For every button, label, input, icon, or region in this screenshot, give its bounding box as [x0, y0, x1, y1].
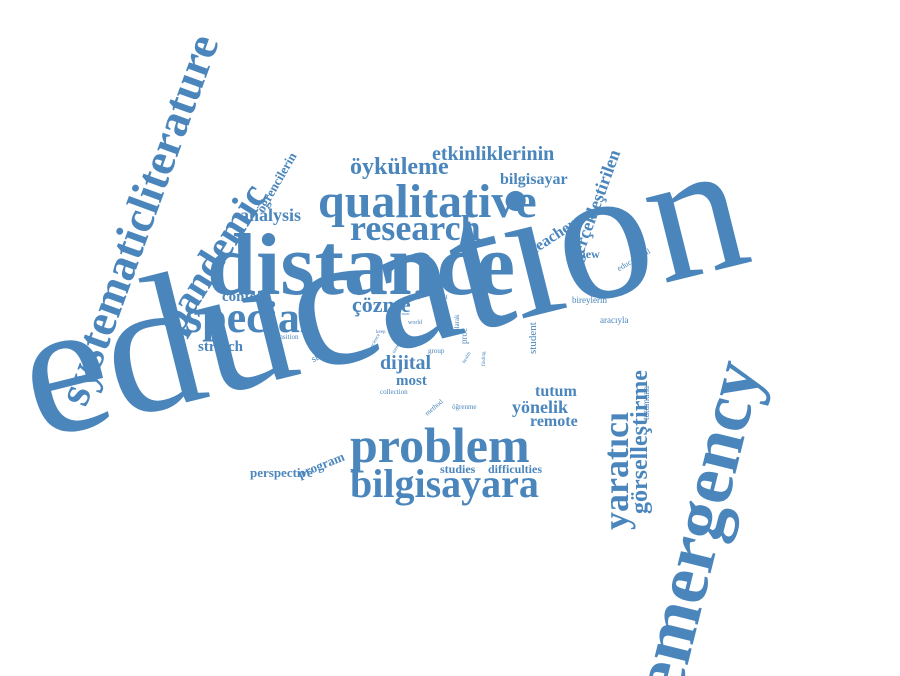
- word-special: special: [185, 293, 313, 342]
- word-student: student: [527, 322, 539, 354]
- word-olarak: olarak: [453, 314, 461, 333]
- word-difficulties: difficulties: [488, 462, 542, 476]
- word-qualitative: qualitative: [318, 175, 537, 228]
- word-etkinliklerinin: etkinliklerinin: [432, 143, 555, 165]
- word-remote: remote: [530, 413, 578, 430]
- word-oykuleme: öyküleme: [350, 154, 449, 180]
- word-distance: distance: [207, 217, 515, 314]
- word-perspective: perspective: [250, 465, 313, 480]
- word-araciyla: aracıyla: [600, 315, 629, 325]
- word-review: review: [566, 247, 600, 261]
- word-analysis: analysis: [240, 205, 302, 225]
- word-keep: keep: [376, 330, 386, 335]
- word-family: family: [408, 296, 422, 301]
- word-bireylerin: bireylerin: [572, 295, 607, 305]
- word-cozme: çözme: [352, 292, 411, 317]
- word-problem: problem: [350, 417, 530, 473]
- word-method: method: [423, 397, 445, 418]
- word-stratch: stratch: [198, 339, 243, 355]
- word-ogrenme: öğrenme: [452, 403, 477, 411]
- word-proc: proc: [459, 328, 469, 344]
- word-mean-most: mean most: [392, 311, 410, 316]
- word-yonelik: yönelik: [512, 397, 569, 417]
- word-content: content: [222, 289, 270, 305]
- word-tutum: tutum: [535, 383, 577, 400]
- word-dijital: dijital: [380, 352, 432, 374]
- word-transition: transition: [272, 333, 299, 341]
- word-collection: collection: [380, 388, 408, 396]
- word-group: group: [428, 347, 445, 355]
- word-tutumuna: tutumuna: [641, 386, 651, 420]
- word-research: research: [350, 208, 481, 248]
- word-bilgisayar: bilgisayar: [500, 171, 568, 188]
- word-studies: studies: [440, 462, 476, 476]
- word-result: result: [432, 293, 448, 301]
- word-finding: finding: [482, 351, 487, 366]
- word-bilgisayara: bilgisayara: [350, 461, 539, 506]
- word-world: world: [408, 320, 422, 326]
- word-most: most: [396, 373, 427, 389]
